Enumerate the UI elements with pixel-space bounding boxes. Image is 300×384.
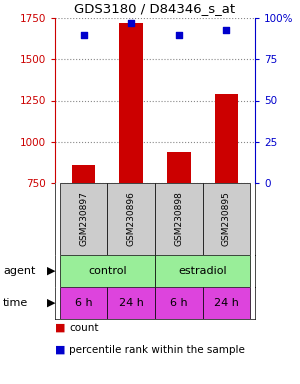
Text: ▶: ▶ bbox=[46, 298, 55, 308]
Text: 24 h: 24 h bbox=[214, 298, 239, 308]
Bar bbox=[107, 183, 155, 255]
Point bbox=[81, 31, 86, 38]
Bar bbox=[155, 255, 250, 287]
Bar bbox=[60, 287, 107, 319]
Bar bbox=[202, 287, 250, 319]
Bar bbox=[155, 287, 202, 319]
Bar bbox=[60, 255, 155, 287]
Bar bbox=[107, 287, 155, 319]
Bar bbox=[119, 23, 143, 183]
Text: agent: agent bbox=[3, 266, 35, 276]
Text: GSM230897: GSM230897 bbox=[79, 192, 88, 247]
Text: GSM230896: GSM230896 bbox=[127, 192, 136, 247]
Bar bbox=[72, 165, 95, 183]
Text: 6 h: 6 h bbox=[75, 298, 92, 308]
Text: 6 h: 6 h bbox=[170, 298, 188, 308]
Text: ▶: ▶ bbox=[46, 266, 55, 276]
Bar bbox=[60, 183, 107, 255]
Text: count: count bbox=[69, 323, 98, 333]
Text: control: control bbox=[88, 266, 127, 276]
Title: GDS3180 / D84346_s_at: GDS3180 / D84346_s_at bbox=[74, 2, 236, 15]
Bar bbox=[155, 183, 202, 255]
Text: GSM230898: GSM230898 bbox=[174, 192, 183, 247]
Bar bbox=[167, 152, 191, 183]
Text: 24 h: 24 h bbox=[119, 298, 144, 308]
Text: time: time bbox=[3, 298, 28, 308]
Text: ■: ■ bbox=[55, 345, 65, 355]
Point bbox=[129, 20, 134, 26]
Text: GSM230895: GSM230895 bbox=[222, 192, 231, 247]
Text: estradiol: estradiol bbox=[178, 266, 227, 276]
Point bbox=[224, 26, 229, 33]
Bar bbox=[214, 94, 238, 183]
Bar bbox=[202, 183, 250, 255]
Text: ■: ■ bbox=[55, 323, 65, 333]
Text: percentile rank within the sample: percentile rank within the sample bbox=[69, 345, 245, 355]
Point bbox=[176, 31, 181, 38]
